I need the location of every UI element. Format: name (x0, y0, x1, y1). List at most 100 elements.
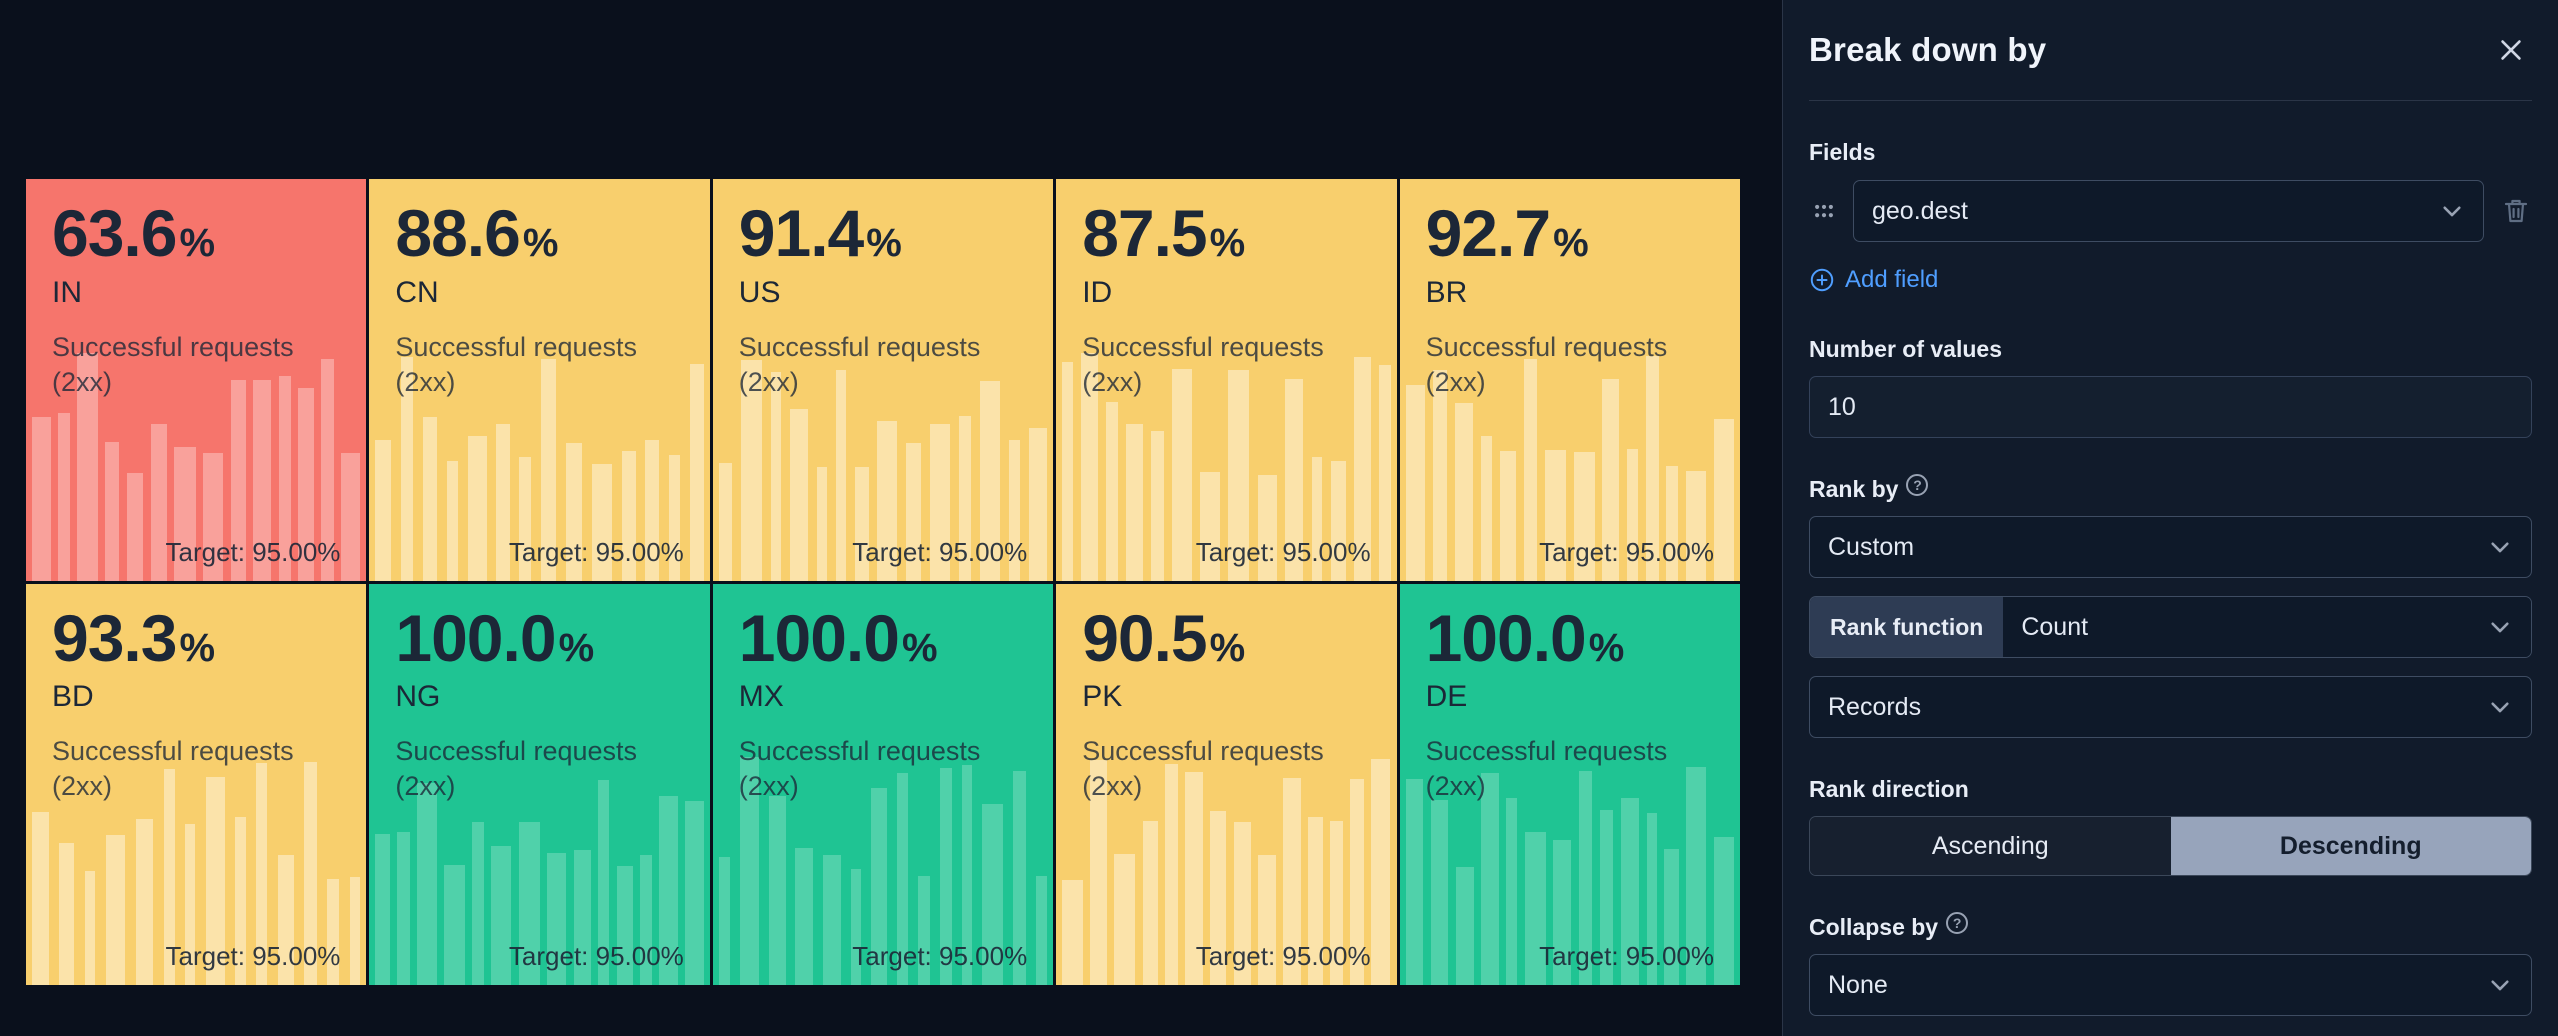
tile-country-code: BD (52, 680, 94, 714)
chevron-down-icon (2491, 542, 2509, 553)
tile-target: Target: 95.00% (1539, 941, 1714, 971)
descending-button[interactable]: Descending (2170, 817, 2531, 875)
collapse-by-select[interactable]: None (1809, 954, 2532, 1016)
metric-tile[interactable]: 100.0% NG Successful requests (2xx) Targ… (369, 583, 710, 985)
tile-target: Target: 95.00% (1539, 536, 1714, 567)
tile-value: 92.7% (1426, 199, 1714, 268)
tile-country-code: PK (1082, 680, 1123, 714)
tile-content: 100.0% DE Successful requests (2xx) (1425, 603, 1714, 805)
tile-value: 100.0% (738, 600, 1027, 675)
tile-value-unit: % (1553, 221, 1589, 265)
tile-target: Target: 95.00% (165, 536, 341, 567)
metric-tile[interactable]: 100.0% MX Successful requests (2xx) Targ… (712, 583, 1054, 985)
tile-value-unit: % (179, 625, 216, 670)
metric-tile[interactable]: 93.3% BD Successful requests (2xx) Targe… (26, 583, 367, 985)
tile-subtitle: Successful requests (2xx) (52, 331, 294, 397)
tile-value: 88.6% (395, 199, 683, 268)
tile-subtitle: Successful requests (2xx) (395, 736, 638, 802)
rank-metric-value: Records (1828, 692, 1922, 721)
tile-value: 90.5% (1082, 600, 1370, 675)
tile-content: 100.0% NG Successful requests (2xx) (395, 603, 683, 805)
metric-tile[interactable]: 87.5% ID Successful requests (2xx) Targe… (1056, 179, 1397, 581)
tile-content: 91.4% US Successful requests (2xx) (739, 199, 1027, 400)
tile-content: 88.6% CN Successful requests (2xx) (395, 199, 683, 400)
metric-tile[interactable]: 63.6% IN Successful requests (2xx) Targe… (26, 179, 367, 581)
rank-function-value: Count (2021, 612, 2089, 641)
tile-subtitle: Successful requests (2xx) (1425, 736, 1668, 802)
metric-tile[interactable]: 88.6% CN Successful requests (2xx) Targe… (369, 179, 710, 581)
collapse-by-help-icon[interactable]: ? (1946, 912, 1969, 934)
tile-country-code: NG (395, 680, 441, 714)
tile-content: 100.0% MX Successful requests (2xx) (738, 600, 1027, 805)
rank-function-control: Rank function Count (1809, 596, 2532, 658)
metric-tile[interactable]: 92.7% BR Successful requests (2xx) Targe… (1399, 179, 1740, 581)
tile-subtitle: Successful requests (2xx) (738, 736, 981, 802)
tile-country-code: IN (52, 275, 82, 309)
tile-value-unit: % (522, 221, 559, 265)
tile-target: Target: 95.00% (1195, 536, 1371, 567)
tile-grid: 63.6% IN Successful requests (2xx) Targe… (26, 179, 1740, 985)
tile-content: 92.7% BR Successful requests (2xx) (1426, 199, 1714, 400)
rank-by-label: Rank by ? (1809, 474, 2532, 503)
collapse-by-label: Collapse by ? (1809, 912, 2532, 941)
tile-country-code: US (738, 275, 781, 309)
field-row: geo.dest (1809, 180, 2532, 242)
tile-value-unit: % (1588, 625, 1625, 670)
close-flyout-button[interactable] (2490, 29, 2532, 71)
tile-value: 93.3% (52, 600, 340, 675)
tile-value: 100.0% (395, 603, 683, 673)
ascending-button[interactable]: Ascending (1810, 817, 2171, 875)
field-select[interactable]: geo.dest (1853, 180, 2484, 242)
tile-country-code: DE (1425, 680, 1468, 714)
tile-content: 87.5% ID Successful requests (2xx) (1082, 199, 1370, 400)
tile-country-code: CN (395, 275, 439, 309)
field-select-value: geo.dest (1872, 196, 1968, 225)
chevron-down-icon (2491, 622, 2509, 633)
flyout-header: Break down by (1809, 0, 2532, 101)
number-of-values-input[interactable]: 10 (1809, 376, 2532, 438)
grab-icon (1815, 204, 1833, 218)
delete-field-button[interactable] (2500, 195, 2532, 227)
tile-value-number: 100.0 (738, 600, 900, 675)
tile-country-code: ID (1082, 275, 1113, 309)
tile-subtitle: Successful requests (2xx) (395, 331, 638, 397)
drag-handle-icon[interactable] (1809, 198, 1839, 224)
tile-value-number: 90.5 (1082, 600, 1207, 675)
number-of-values-label: Number of values (1809, 336, 2002, 362)
tile-value-number: 92.7 (1425, 196, 1551, 270)
metric-tile[interactable]: 91.4% US Successful requests (2xx) Targe… (712, 179, 1054, 581)
trash-icon (2504, 199, 2528, 223)
rank-metric-select[interactable]: Records (1809, 676, 2532, 738)
tile-target: Target: 95.00% (508, 941, 684, 971)
rank-direction-label: Rank direction (1809, 776, 1969, 802)
tile-value: 63.6% (52, 199, 340, 268)
tile-value: 100.0% (1426, 603, 1714, 673)
number-of-values-value: 10 (1828, 392, 1856, 421)
rank-by-select[interactable]: Custom (1809, 516, 2532, 578)
tile-value: 91.4% (739, 199, 1027, 268)
tile-value-unit: % (179, 221, 216, 265)
add-field-button[interactable]: Add field (1809, 266, 1938, 294)
tile-subtitle: Successful requests (2xx) (1082, 331, 1324, 397)
chevron-down-icon (2491, 702, 2509, 713)
tile-value-unit: % (1209, 625, 1246, 670)
rank-by-value: Custom (1828, 532, 1915, 561)
rank-function-select[interactable]: Count (2003, 597, 2531, 657)
metric-tile[interactable]: 90.5% PK Successful requests (2xx) Targe… (1056, 583, 1397, 985)
fields-label: Fields (1809, 139, 1876, 165)
rank-function-prepend: Rank function (1810, 597, 2004, 657)
tile-country-code: BR (1425, 275, 1468, 309)
tile-value-number: 91.4 (738, 196, 864, 270)
rank-direction-group: Ascending Descending (1809, 816, 2532, 876)
tile-value: 87.5% (1082, 199, 1370, 268)
tile-value-number: 93.3 (52, 600, 177, 675)
metric-tile[interactable]: 100.0% DE Successful requests (2xx) Targ… (1399, 583, 1740, 985)
flyout-title: Break down by (1809, 31, 2047, 68)
tile-content: 90.5% PK Successful requests (2xx) (1082, 600, 1370, 805)
tile-country-code: MX (738, 680, 784, 714)
breakdown-flyout: Break down by Fields geo.dest (1782, 0, 2558, 1036)
tile-content: 93.3% BD Successful requests (2xx) (52, 600, 340, 805)
chevron-down-icon (2491, 980, 2509, 991)
rank-by-help-icon[interactable]: ? (1906, 474, 1929, 496)
